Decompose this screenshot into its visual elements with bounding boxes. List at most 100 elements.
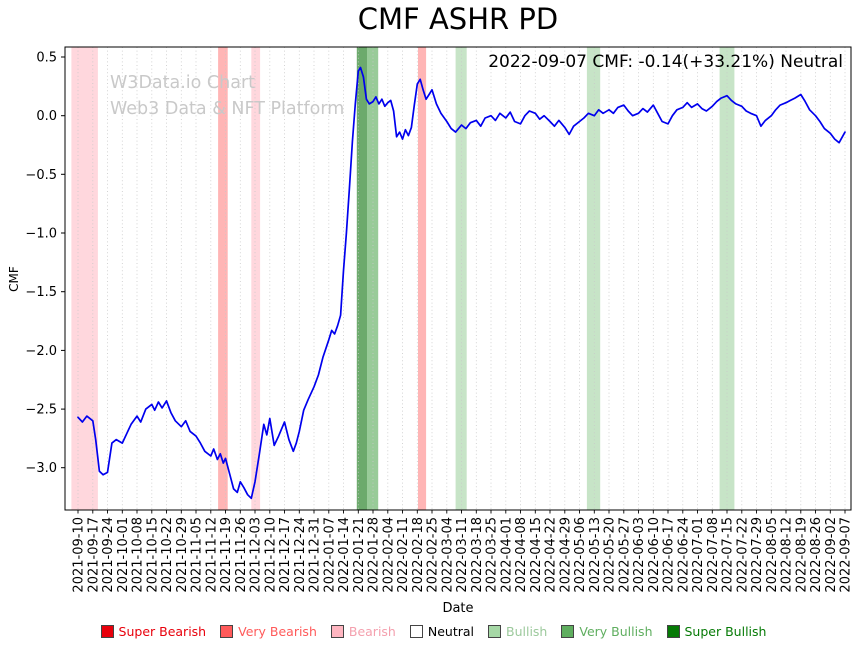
x-tick-label: 2022-06-24 — [676, 517, 691, 593]
x-tick-label: 2022-04-01 — [499, 517, 514, 593]
legend-item-super-bullish: Super Bullish — [666, 623, 767, 639]
x-tick-label: 2021-10-01 — [116, 517, 131, 593]
y-tick-label: −0.5 — [25, 168, 57, 183]
x-tick-label: 2021-10-29 — [175, 517, 190, 593]
x-tick-label: 2022-03-11 — [455, 517, 470, 593]
watermark: W3Data.io Chart Web3 Data & NFT Platform — [110, 70, 344, 122]
legend-swatch — [666, 624, 680, 638]
legend-item-bullish: Bullish — [488, 624, 547, 639]
x-tick-label: 2022-02-18 — [411, 517, 426, 593]
legend: Super Bearish Very Bearish Bearish Neutral B… — [0, 621, 867, 641]
x-tick-label: 2022-05-27 — [617, 517, 632, 593]
x-tick-label: 2022-07-15 — [721, 517, 736, 593]
legend-swatch — [488, 624, 501, 638]
signal-band-bullish — [455, 47, 467, 510]
x-tick-label: 2022-03-18 — [470, 517, 485, 593]
signal-band-bearish — [251, 47, 261, 510]
x-tick-label: 2022-08-05 — [765, 517, 780, 593]
x-tick-label: 2021-09-17 — [86, 517, 101, 593]
x-tick-label: 2022-04-22 — [544, 517, 559, 593]
legend-label: Very Bullish — [579, 623, 653, 639]
x-tick-label: 2022-08-26 — [809, 517, 824, 593]
x-tick-label: 2021-10-15 — [145, 517, 160, 593]
x-tick-label: 2021-11-19 — [219, 517, 234, 593]
y-tick-label: −2.5 — [25, 403, 57, 418]
x-tick-label: 2021-12-31 — [308, 517, 323, 593]
annotation-current-value: 2022-09-07 CMF: -0.14(+33.21%) Neutral — [488, 52, 843, 72]
x-tick-label: 2022-07-22 — [735, 517, 750, 593]
x-tick-label: 2022-06-03 — [632, 517, 647, 593]
x-tick-label: 2022-07-01 — [691, 517, 706, 593]
x-tick-label: 2022-03-25 — [485, 517, 500, 593]
legend-label: Bullish — [506, 623, 548, 639]
legend-label: Super Bearish — [118, 623, 207, 639]
x-tick-label: 2021-12-24 — [293, 517, 308, 593]
x-tick-label: 2022-01-07 — [322, 517, 337, 593]
chart-title: CMF ASHR PD — [357, 2, 559, 36]
x-axis-label: Date — [442, 601, 474, 616]
x-tick-label: 2022-04-15 — [529, 517, 544, 593]
x-tick-label: 2022-02-25 — [426, 517, 441, 593]
x-tick-label: 2022-01-28 — [367, 517, 382, 593]
x-tick-label: 2021-10-22 — [160, 517, 175, 593]
x-tick-label: 2022-04-29 — [558, 517, 573, 593]
x-tick-label: 2022-09-07 — [839, 517, 854, 593]
x-tick-label: 2021-12-17 — [278, 517, 293, 593]
legend-label: Neutral — [427, 623, 474, 639]
x-tick-label: 2021-10-08 — [131, 517, 146, 593]
legend-item-very-bearish: Very Bearish — [220, 624, 317, 639]
x-tick-label: 2021-09-10 — [72, 517, 87, 593]
legend-item-neutral: Neutral — [409, 623, 474, 639]
x-tick-label: 2022-01-14 — [337, 517, 352, 593]
y-tick-label: 0.5 — [36, 51, 57, 66]
legend-item-very-bullish: Very Bullish — [561, 623, 653, 639]
legend-swatch — [220, 624, 234, 638]
x-tick-label: 2022-05-06 — [573, 517, 588, 593]
signal-band-very_bearish — [218, 47, 228, 510]
x-tick-label: 2022-07-29 — [750, 517, 765, 593]
x-tick-label: 2021-12-10 — [263, 517, 278, 593]
y-tick-label: −2.0 — [25, 344, 57, 359]
x-tick-label: 2022-03-04 — [440, 517, 455, 593]
x-tick-label: 2022-05-20 — [603, 517, 618, 593]
legend-label: Bearish — [348, 623, 396, 639]
legend-item-super-bearish: Super Bearish — [100, 623, 207, 639]
x-tick-label: 2022-04-08 — [514, 517, 529, 593]
signal-band-very_bullish — [356, 47, 368, 510]
x-tick-label: 2022-08-19 — [794, 517, 809, 593]
plot-border — [64, 46, 852, 511]
legend-item-bearish: Bearish — [330, 623, 396, 639]
watermark-line2: Web3 Data & NFT Platform — [110, 99, 345, 119]
legend-label: Very Bearish — [238, 623, 317, 639]
legend-swatch — [409, 624, 423, 638]
x-tick-label: 2022-06-17 — [662, 517, 677, 593]
signal-band-bullish — [719, 47, 735, 510]
x-tick-label: 2022-01-21 — [352, 517, 367, 593]
y-tick-label: 0.0 — [36, 109, 57, 124]
x-tick-label: 2022-09-02 — [824, 517, 839, 593]
x-tick-label: 2022-02-11 — [396, 517, 411, 593]
signal-band-very_bearish — [418, 47, 427, 510]
signal-band-bullish — [586, 47, 601, 510]
y-axis-label: CMF — [7, 266, 21, 292]
x-tick-label: 2021-11-12 — [204, 517, 219, 593]
legend-label: Super Bullish — [684, 623, 767, 639]
x-tick-label: 2021-09-24 — [101, 517, 116, 593]
legend-swatch — [561, 624, 575, 638]
cmf-line — [77, 66, 846, 500]
legend-swatch — [100, 624, 114, 638]
x-tick-label: 2021-11-26 — [234, 517, 249, 593]
legend-swatch — [330, 624, 344, 638]
x-tick-label: 2022-08-12 — [780, 517, 795, 593]
x-tick-label: 2021-11-05 — [190, 517, 205, 593]
x-tick-label: 2021-12-03 — [249, 517, 264, 593]
watermark-line1: W3Data.io Chart — [110, 73, 256, 93]
x-tick-label: 2022-07-08 — [706, 517, 721, 593]
signal-band-bearish — [71, 47, 98, 510]
x-tick-label: 2022-05-13 — [588, 517, 603, 593]
x-tick-label: 2022-02-04 — [381, 517, 396, 593]
y-tick-label: −1.5 — [25, 285, 57, 300]
x-tick-label: 2022-06-10 — [647, 517, 662, 593]
signal-band-bullish_strong — [367, 47, 379, 510]
